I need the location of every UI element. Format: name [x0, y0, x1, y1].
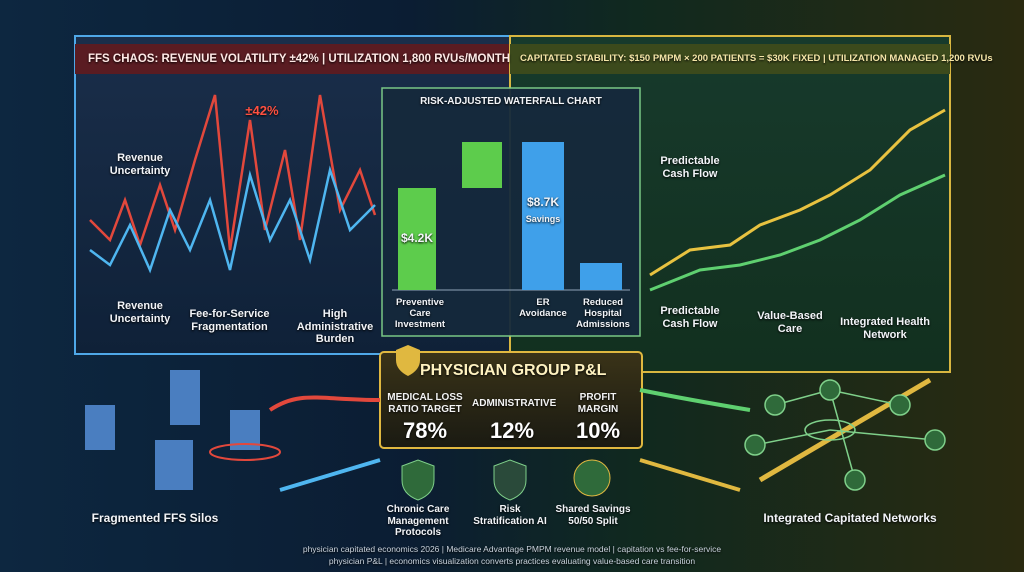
footer-line: physician P&L | economics visualization …: [328, 556, 696, 566]
waterfall-panel: [381, 87, 641, 337]
building: [155, 440, 193, 490]
left-label: Revenue Uncertainty: [109, 300, 171, 325]
metric-value: 10%: [575, 418, 621, 443]
left-header-bar: [75, 44, 513, 74]
left-label: Revenue Uncertainty: [109, 152, 171, 177]
arrow: [639, 388, 751, 412]
waterfall-category: Reduced Hospital Admissions: [576, 297, 630, 330]
shield-icon: [396, 345, 420, 376]
waterfall-bar: [462, 142, 502, 188]
icon-label: Chronic Care Management Protocols: [386, 504, 450, 538]
right-header: CAPITATED STABILITY: $150 PMPM × 200 PAT…: [520, 53, 993, 64]
volatility-line: [89, 94, 377, 251]
bar-label: $4.2K: [400, 231, 434, 245]
left-label: High Administrative Burden: [296, 308, 374, 346]
metric-label: MEDICAL LOSS RATIO TARGET: [387, 392, 463, 415]
right-label: Integrated Health Network: [840, 316, 930, 341]
growth-line: [649, 173, 946, 292]
building: [85, 405, 115, 450]
growth-line: [649, 108, 946, 277]
left-caption: Fragmented FFS Silos: [91, 511, 219, 525]
right-label: Predictable Cash Flow: [660, 305, 720, 330]
arrow: [279, 458, 381, 492]
left-header: FFS CHAOS: REVENUE VOLATILITY ±42% | UTI…: [88, 53, 511, 65]
icon: [493, 459, 527, 501]
waterfall-bar: [522, 142, 564, 290]
icon-label: Risk Stratification AI: [473, 504, 547, 527]
footer-line: physician capitated economics 2026 | Med…: [302, 544, 722, 554]
metric-label: ADMINISTRATIVE: [472, 398, 557, 409]
left-label: Fee-for-Service Fragmentation: [189, 308, 270, 333]
network: [744, 379, 946, 491]
ring: [209, 443, 281, 461]
icon: [573, 459, 611, 497]
right-caption: Integrated Capitated Networks: [763, 511, 937, 525]
metric-value: 12%: [489, 418, 535, 443]
pl-title: PHYSICIAN GROUP P&L: [420, 362, 607, 379]
bar-label: $8.7K: [526, 195, 560, 209]
bar-label: Savings: [525, 214, 561, 224]
waterfall-bar: [398, 188, 436, 290]
waterfall-bar: [580, 263, 622, 290]
volatility-line: [89, 165, 376, 274]
arrow: [268, 395, 381, 412]
waterfall-title: RISK-ADJUSTED WATERFALL CHART: [420, 96, 602, 107]
spike-label: ±42%: [245, 103, 279, 118]
right-label: Predictable Cash Flow: [660, 155, 720, 180]
waterfall-category: ER Avoidance: [519, 297, 567, 319]
metric-label: PROFIT MARGIN: [577, 392, 619, 415]
arrow: [639, 458, 741, 492]
icon-label: Shared Savings 50/50 Split: [555, 504, 631, 527]
right-label: Value-Based Care: [757, 310, 823, 335]
icon: [401, 459, 435, 501]
arrow: [758, 377, 932, 483]
metric-value: 78%: [402, 418, 448, 443]
right-header-bar: [510, 44, 950, 74]
waterfall-category: Preventive Care Investment: [394, 297, 446, 330]
building: [170, 370, 200, 425]
